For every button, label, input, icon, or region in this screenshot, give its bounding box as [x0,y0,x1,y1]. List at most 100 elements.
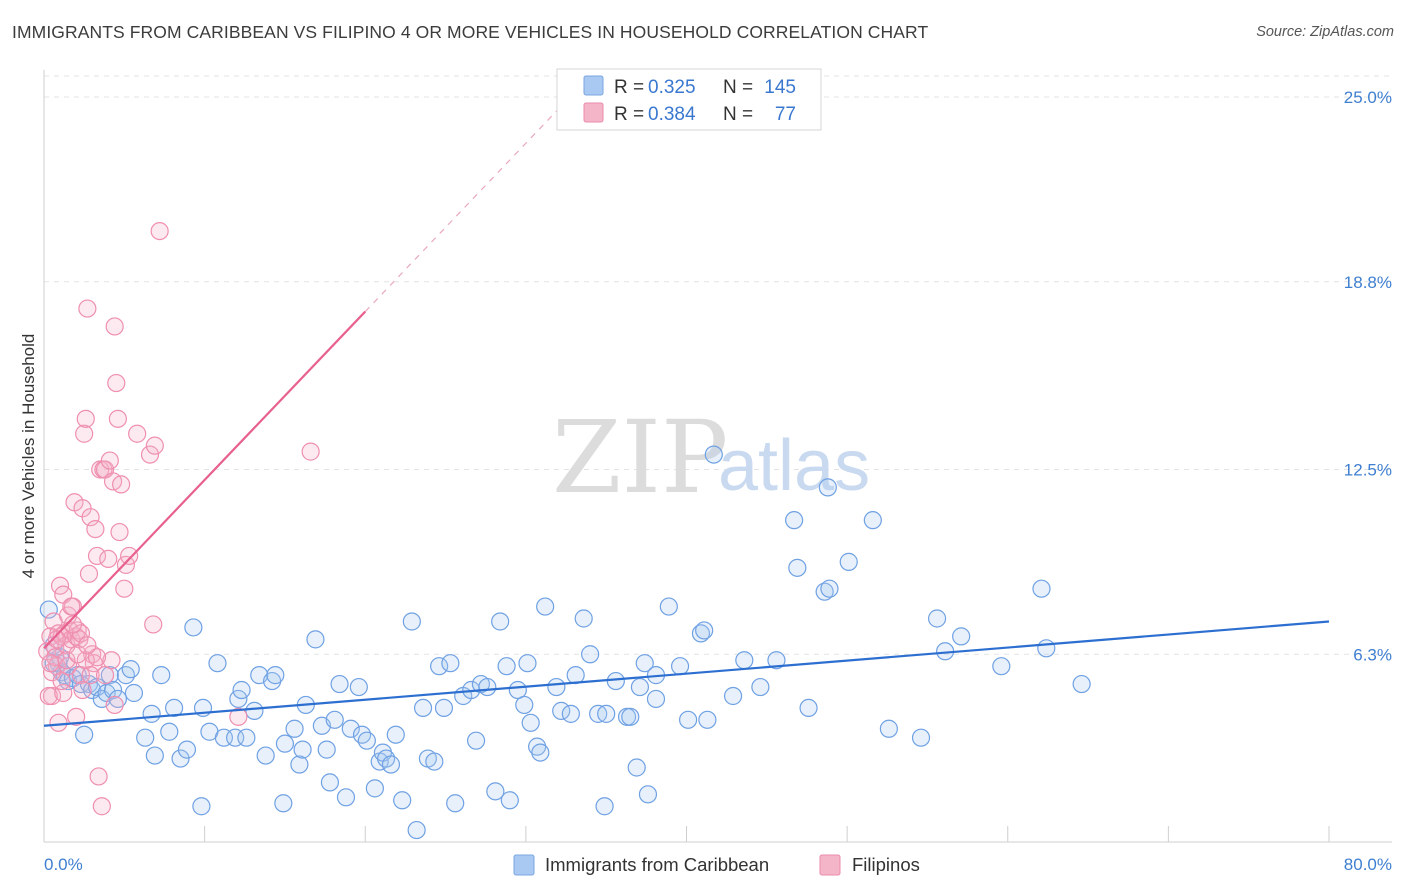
caribbean-point-27 [171,749,190,768]
caribbean-point-84 [497,657,516,676]
legend-bottom: Immigrants from Caribbean Filipinos [513,854,920,876]
caribbean-point-130 [879,719,898,738]
filipino-point-51 [301,442,320,461]
caribbean-point-81 [478,677,497,697]
caribbean-point-30 [192,797,211,816]
caribbean-point-15 [100,666,119,685]
caribbean-point-116 [698,710,717,729]
caribbean-point-128 [839,552,858,571]
caribbean-point-57 [341,719,360,738]
caribbean-point-41 [256,746,275,765]
caribbean-point-29 [184,618,203,637]
watermark-zip: ZIP [552,399,728,516]
y-tick-label-0: 6.3% [1353,645,1392,664]
caribbean-point-92 [536,597,555,616]
filipino-point-25 [79,564,99,583]
caribbean-point-9 [75,725,94,744]
caribbean-point-88 [518,654,537,673]
caribbean-point-68 [402,612,421,631]
caribbean-point-58 [349,677,368,697]
caribbean-point-16 [103,680,123,700]
caribbean-point-18 [116,666,136,685]
caribbean-point-60 [357,731,376,750]
caribbean-point-89 [521,713,540,732]
filipino-point-76 [78,636,97,655]
caribbean-point-114 [691,624,711,643]
caribbean-point-125 [815,582,834,601]
filipino-point-47 [128,424,147,443]
caribbean-point-107 [635,654,654,673]
caribbean-point-121 [767,651,786,670]
filipino-point-48 [140,445,160,464]
caribbean-point-136 [1032,579,1051,598]
legend-pink-n-value: 77 [775,104,796,125]
caribbean-point-72 [425,752,444,771]
caribbean-point-26 [165,698,184,718]
caribbean-point-28 [177,740,197,759]
filipino-point-33 [92,797,111,816]
filipino-trend-extension [364,92,575,312]
caribbean-point-56 [336,788,356,807]
caribbean-point-25 [160,722,179,741]
caribbean-point-135 [992,657,1011,676]
filipino-point-63 [87,648,107,667]
y-axis-label: 4 or more Vehicles in Household [19,334,38,579]
filipino-point-44 [111,475,131,494]
legend-blue-swatch [583,75,604,96]
caribbean-point-79 [466,731,486,750]
caribbean-point-122 [785,511,804,530]
caribbean-point-112 [670,657,690,676]
caribbean-point-132 [927,609,947,628]
caribbean-point-106 [630,677,650,697]
legend-pink-r-label: R = [614,104,644,125]
caribbean-point-124 [799,698,818,718]
caribbean-trend-line [43,620,1330,727]
filipino-point-66 [120,546,139,566]
filipino-point-26 [81,508,100,527]
filipino-point-29 [86,519,105,539]
watermark-atlas: atlas [718,426,870,506]
filipino-point-22 [75,424,94,443]
filipino-trend-line [43,310,367,650]
caribbean-point-126 [820,579,839,598]
caribbean-point-54 [325,710,344,729]
caribbean-point-123 [788,558,807,577]
caribbean-point-47 [290,755,309,774]
filipino-point-58 [63,615,83,634]
caribbean-point-83 [491,612,510,631]
filipino-point-69 [41,654,60,673]
caribbean-point-45 [275,734,295,753]
caribbean-point-104 [621,707,640,726]
y-tick-label-3: 25.0% [1344,88,1392,107]
legend-pink-n-label: N = [723,104,753,125]
x-tick-marks [43,826,1330,842]
caribbean-point-64 [377,749,396,768]
caribbean-point-102 [606,671,625,691]
filipino-point-64 [95,666,115,685]
caribbean-point-33 [208,654,227,673]
filipino-point-30 [87,546,107,566]
filipino-point-73 [62,597,81,616]
caribbean-point-69 [413,698,433,718]
caribbean-point-101 [597,704,616,723]
filipino-point-37 [100,451,119,470]
caribbean-point-74 [434,698,454,718]
filipino-point-49 [145,436,164,455]
legend-blue-n-value: 145 [764,77,796,98]
caribbean-point-71 [407,820,426,840]
legend-blue-r-value: 0.325 [648,77,696,98]
caribbean-point-118 [723,686,743,706]
caribbean-point-138 [1072,674,1091,694]
filipino-point-54 [46,648,65,667]
caribbean-point-44 [274,794,293,813]
caribbean-point-0 [39,600,58,619]
caribbean-point-113 [679,710,698,729]
filipino-point-65 [105,695,124,715]
chart-source: Source: ZipAtlas.com [1256,24,1394,40]
legend-bottom-pink-swatch [819,854,841,876]
caribbean-point-93 [547,677,566,697]
caribbean-point-115 [695,621,714,640]
caribbean-point-55 [330,674,349,694]
filipino-point-43 [110,522,129,542]
legend-blue-n-label: N = [723,77,753,98]
